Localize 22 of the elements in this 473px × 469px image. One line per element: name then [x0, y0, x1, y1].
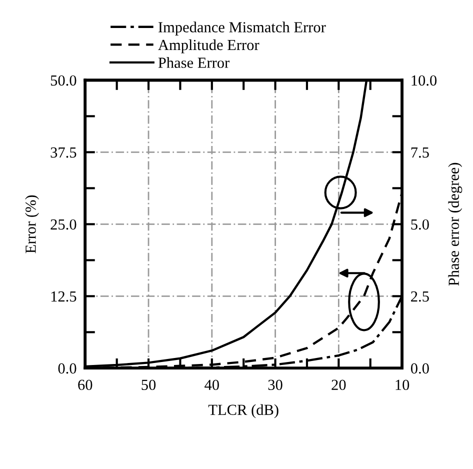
legend-label: Impedance Mismatch Error	[158, 22, 326, 36]
y2-tick-label: 0.0	[410, 363, 429, 374]
y-tick-label: 50.0	[50, 75, 76, 86]
x-tick-label: 10	[396, 380, 410, 390]
y2-tick-label: 5.0	[411, 219, 429, 230]
y-tick-label: 25.0	[50, 219, 76, 230]
legend-label: Amplitude Error	[158, 39, 260, 54]
y-axis-title: Error (%)	[25, 195, 39, 254]
x-axis-title: TLCR (dB)	[208, 404, 278, 418]
x-tick-label: 20	[332, 380, 346, 390]
x-tick-label: 50	[142, 380, 156, 390]
y2-tick-label: 2.5	[411, 291, 429, 302]
y-tick-label: 12.5	[51, 291, 76, 302]
x-tick-label: 40	[204, 380, 219, 390]
y2-tick-label: 10.0	[412, 75, 437, 86]
y2-tick-label: 7.5	[411, 147, 429, 158]
x-tick-label: 30	[268, 380, 282, 390]
y-tick-label: 0.0	[58, 363, 76, 374]
y-tick-label: 37.5	[50, 147, 76, 158]
x-tick-label: 60	[78, 380, 92, 390]
legend-label: Phase Error	[158, 57, 230, 68]
y2-axis-title: Phase error (degree)	[448, 162, 462, 286]
